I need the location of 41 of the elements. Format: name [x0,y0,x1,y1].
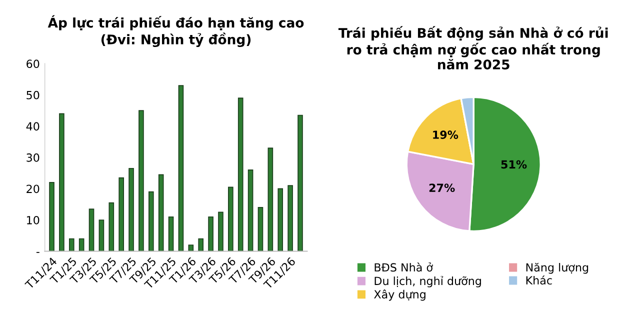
bar [218,212,224,252]
bar [178,85,184,252]
bar [158,174,164,252]
data-label: 27% [429,184,455,192]
bar [248,170,254,252]
y-tick-label: 50 [26,90,40,100]
y-tick-label: 40 [26,122,40,131]
legend-label: BĐS Nhà ở [374,262,433,272]
bar [258,207,264,252]
bar [88,208,94,252]
bar [268,148,274,252]
y-tick-label: 20 [26,184,40,194]
y-tick-label: 60 [26,60,40,68]
data-label: 51% [501,160,527,169]
bar [198,238,204,252]
legend-label: Khác [526,276,552,285]
bar [228,186,234,252]
bar [148,191,154,252]
bar [138,110,144,252]
bar [98,220,104,252]
bar [108,202,114,252]
bar [68,238,74,252]
bar [208,216,214,252]
y-tick-label: - [36,252,40,253]
bar [128,168,134,252]
bar [238,98,244,252]
bar [288,185,293,252]
chart-title: Áp lực trái phiếu đáo hạn tăng cao (Đvi: Nghìn tỷ đồng) [48,15,304,48]
bar [298,114,303,252]
legend-label: Du lịch, nghỉ dưỡng [374,276,481,288]
bar [118,177,124,252]
bar [168,216,174,252]
bar [278,188,284,252]
bar [49,182,54,252]
legend-label: Năng lượng [526,262,588,274]
chart-title: Trái phiếu Bất động sản Nhà ở có rủi ro trả chậm nợ gốc cao nhất trong năm 2025 [338,26,608,70]
y-tick-label: 30 [26,153,40,162]
data-label: 19% [433,130,458,139]
legend-label: Xây dựng [374,289,426,301]
bar [59,113,64,252]
y-tick-label: 10 [27,216,40,224]
